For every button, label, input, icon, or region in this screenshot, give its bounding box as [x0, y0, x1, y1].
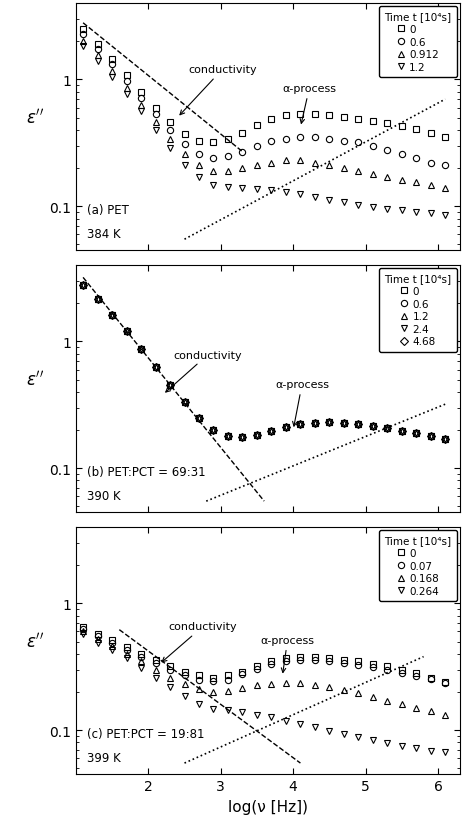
- Y-axis label: $\varepsilon^{\prime\prime}$: $\varepsilon^{\prime\prime}$: [26, 632, 44, 651]
- Text: (a) PET: (a) PET: [87, 204, 129, 216]
- Legend: 0, 0.07, 0.168, 0.264: 0, 0.07, 0.168, 0.264: [379, 531, 456, 601]
- Text: conductivity: conductivity: [166, 350, 242, 392]
- Legend: 0, 0.6, 1.2, 2.4, 4.68: 0, 0.6, 1.2, 2.4, 4.68: [379, 269, 456, 352]
- Text: 390 K: 390 K: [87, 489, 121, 503]
- Y-axis label: $\varepsilon^{\prime\prime}$: $\varepsilon^{\prime\prime}$: [26, 108, 44, 128]
- Text: (c) PET:PCT = 19:81: (c) PET:PCT = 19:81: [87, 727, 205, 739]
- Text: conductivity: conductivity: [162, 622, 237, 662]
- Text: 384 K: 384 K: [87, 228, 121, 241]
- Text: 399 K: 399 K: [87, 751, 121, 764]
- X-axis label: log(ν [Hz]): log(ν [Hz]): [228, 798, 308, 814]
- Text: conductivity: conductivity: [180, 65, 257, 116]
- Y-axis label: $\varepsilon^{\prime\prime}$: $\varepsilon^{\prime\prime}$: [26, 370, 44, 389]
- Text: α-process: α-process: [275, 380, 329, 426]
- Text: (b) PET:PCT = 69:31: (b) PET:PCT = 69:31: [87, 465, 206, 478]
- Text: α-process: α-process: [283, 84, 336, 124]
- Text: α-process: α-process: [261, 635, 315, 672]
- Legend: 0, 0.6, 0.912, 1.2: 0, 0.6, 0.912, 1.2: [379, 7, 456, 78]
